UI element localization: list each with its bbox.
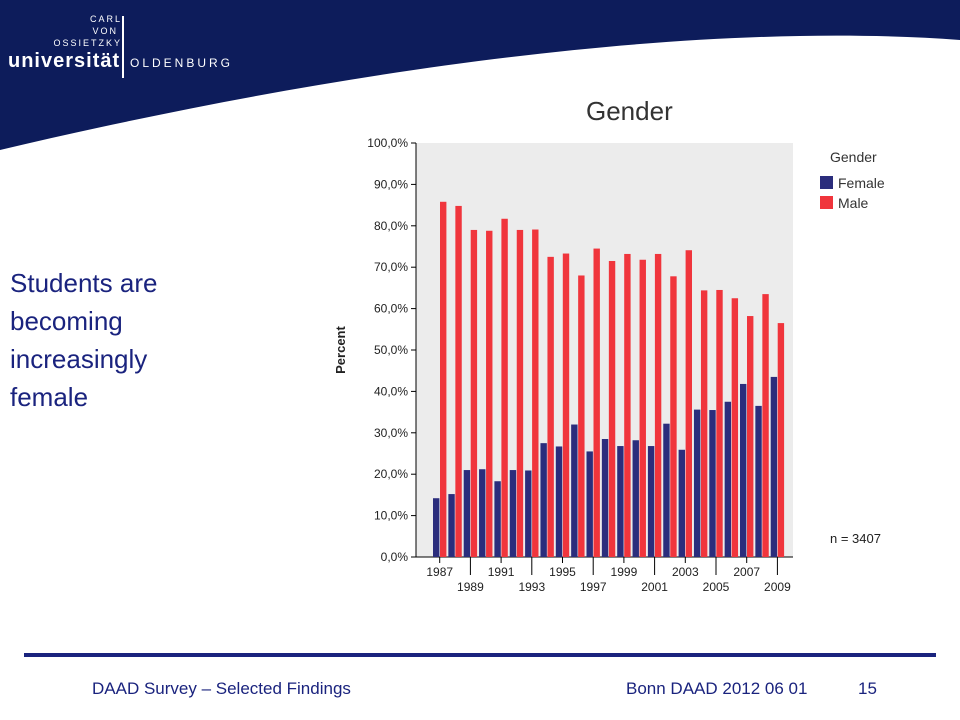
bar-female-2002 bbox=[663, 423, 670, 557]
y-tick-label: 90,0% bbox=[374, 177, 408, 191]
statement-line-4: female bbox=[10, 382, 89, 412]
bar-male-2004 bbox=[700, 290, 708, 557]
bar-male-2002 bbox=[670, 276, 677, 557]
gender-bar-chart: 0,0% 10,0% 20,0% 30,0% 40,0% 50,0% 60,0% 70,0% 8… bbox=[333, 136, 885, 594]
bar-male-1995 bbox=[562, 253, 570, 557]
y-tick-label: 0,0% bbox=[381, 550, 409, 564]
bar-female-1991 bbox=[494, 481, 501, 557]
bar-male-2009 bbox=[777, 323, 785, 557]
y-tick-label: 50,0% bbox=[374, 343, 408, 357]
y-tick-label: 80,0% bbox=[374, 219, 408, 233]
bar-male-1996 bbox=[578, 275, 585, 557]
bar-male-1991 bbox=[501, 218, 508, 557]
bar-male-1990 bbox=[486, 230, 493, 557]
bar-male-1993 bbox=[532, 229, 539, 557]
university-logo: CARL VON OSSIETZKY universität OLDENBURG bbox=[8, 12, 268, 82]
bar-female-2001 bbox=[647, 446, 655, 557]
bar-female-1993 bbox=[525, 470, 532, 557]
x-tick-label-1989: 1989 bbox=[457, 580, 484, 594]
y-tick-label: 70,0% bbox=[374, 260, 408, 274]
bar-female-2000 bbox=[632, 440, 639, 557]
x-tick-label-2005: 2005 bbox=[703, 580, 730, 594]
bar-male-2008 bbox=[762, 294, 769, 557]
bar-female-1987 bbox=[433, 498, 440, 557]
bar-male-2006 bbox=[731, 298, 739, 557]
x-tick-label-1987: 1987 bbox=[426, 565, 453, 579]
bar-male-1997 bbox=[593, 248, 600, 557]
statement-line-3: increasingly bbox=[10, 344, 148, 374]
y-tick-label: 40,0% bbox=[374, 384, 408, 398]
bar-female-2005 bbox=[709, 410, 716, 557]
bar-female-1995 bbox=[555, 446, 563, 557]
bar-female-1998 bbox=[601, 439, 609, 557]
logo-oldenburg: OLDENBURG bbox=[130, 56, 234, 70]
logo-line-ossietzky: OSSIETZKY bbox=[53, 38, 122, 48]
bar-male-1999 bbox=[624, 253, 631, 557]
logo-line-von: VON bbox=[92, 26, 118, 36]
x-tick-label-2009: 2009 bbox=[764, 580, 791, 594]
bar-female-2004 bbox=[693, 409, 701, 557]
logo-line-carl: CARL bbox=[89, 14, 122, 24]
logo-universitaet: universität bbox=[8, 50, 121, 72]
bar-female-1996 bbox=[571, 424, 578, 557]
statement-line-2: becoming bbox=[10, 306, 123, 336]
x-tick-label-1995: 1995 bbox=[549, 565, 576, 579]
y-tick-label: 10,0% bbox=[374, 509, 408, 523]
bar-male-2003 bbox=[685, 250, 692, 557]
bar-female-1992 bbox=[509, 470, 517, 557]
y-tick-label: 20,0% bbox=[374, 467, 408, 481]
header-shape bbox=[0, 0, 960, 150]
bar-male-1987 bbox=[440, 201, 447, 557]
legend-label-male: Male bbox=[838, 195, 869, 211]
statement-line-1: Students are bbox=[10, 268, 158, 298]
bar-female-2006 bbox=[724, 401, 732, 557]
bar-male-2000 bbox=[639, 259, 646, 557]
bar-female-2007 bbox=[740, 383, 747, 557]
footer-divider bbox=[24, 653, 936, 657]
bar-female-1988 bbox=[448, 494, 455, 557]
bar-female-2003 bbox=[678, 449, 685, 557]
chart-title: Gender bbox=[586, 96, 673, 126]
page-number: 15 bbox=[858, 679, 877, 698]
x-tick-label-1991: 1991 bbox=[488, 565, 515, 579]
bar-female-2009 bbox=[770, 376, 778, 557]
bar-male-1988 bbox=[455, 205, 462, 557]
bar-male-2001 bbox=[654, 253, 662, 557]
y-tick-label: 30,0% bbox=[374, 426, 408, 440]
y-tick-label: 60,0% bbox=[374, 302, 408, 316]
header-band bbox=[0, 0, 960, 150]
logo-divider bbox=[122, 16, 124, 78]
bar-male-1989 bbox=[470, 229, 478, 557]
footer-date: Bonn DAAD 2012 06 01 bbox=[626, 679, 808, 698]
legend-swatch-female bbox=[820, 176, 833, 189]
bar-female-1994 bbox=[540, 443, 547, 557]
x-tick-label-2003: 2003 bbox=[672, 565, 699, 579]
x-tick-label-1999: 1999 bbox=[611, 565, 638, 579]
legend-title: Gender bbox=[830, 149, 877, 165]
x-tick-label-2001: 2001 bbox=[641, 580, 668, 594]
x-tick-label-2007: 2007 bbox=[733, 565, 760, 579]
x-tick-label-1993: 1993 bbox=[518, 580, 545, 594]
legend-swatch-male bbox=[820, 196, 833, 209]
x-tick-label-1997: 1997 bbox=[580, 580, 607, 594]
y-tick-label: 100,0% bbox=[367, 136, 408, 150]
bar-female-1989 bbox=[463, 470, 471, 557]
y-axis-label: Percent bbox=[333, 325, 348, 373]
bar-male-2005 bbox=[716, 289, 723, 557]
bar-male-2007 bbox=[747, 316, 754, 557]
bar-male-1998 bbox=[608, 260, 616, 557]
sample-size-annotation: n = 3407 bbox=[830, 531, 881, 546]
footer-title: DAAD Survey – Selected Findings bbox=[92, 679, 351, 698]
bar-female-1997 bbox=[586, 451, 593, 557]
bar-female-1999 bbox=[617, 446, 624, 557]
bar-female-1990 bbox=[479, 469, 486, 557]
legend-label-female: Female bbox=[838, 175, 885, 191]
slide-statement: Students are becoming increasingly femal… bbox=[10, 264, 230, 416]
bar-male-1994 bbox=[547, 256, 554, 557]
bar-female-2008 bbox=[755, 405, 762, 557]
bar-male-1992 bbox=[516, 229, 524, 557]
